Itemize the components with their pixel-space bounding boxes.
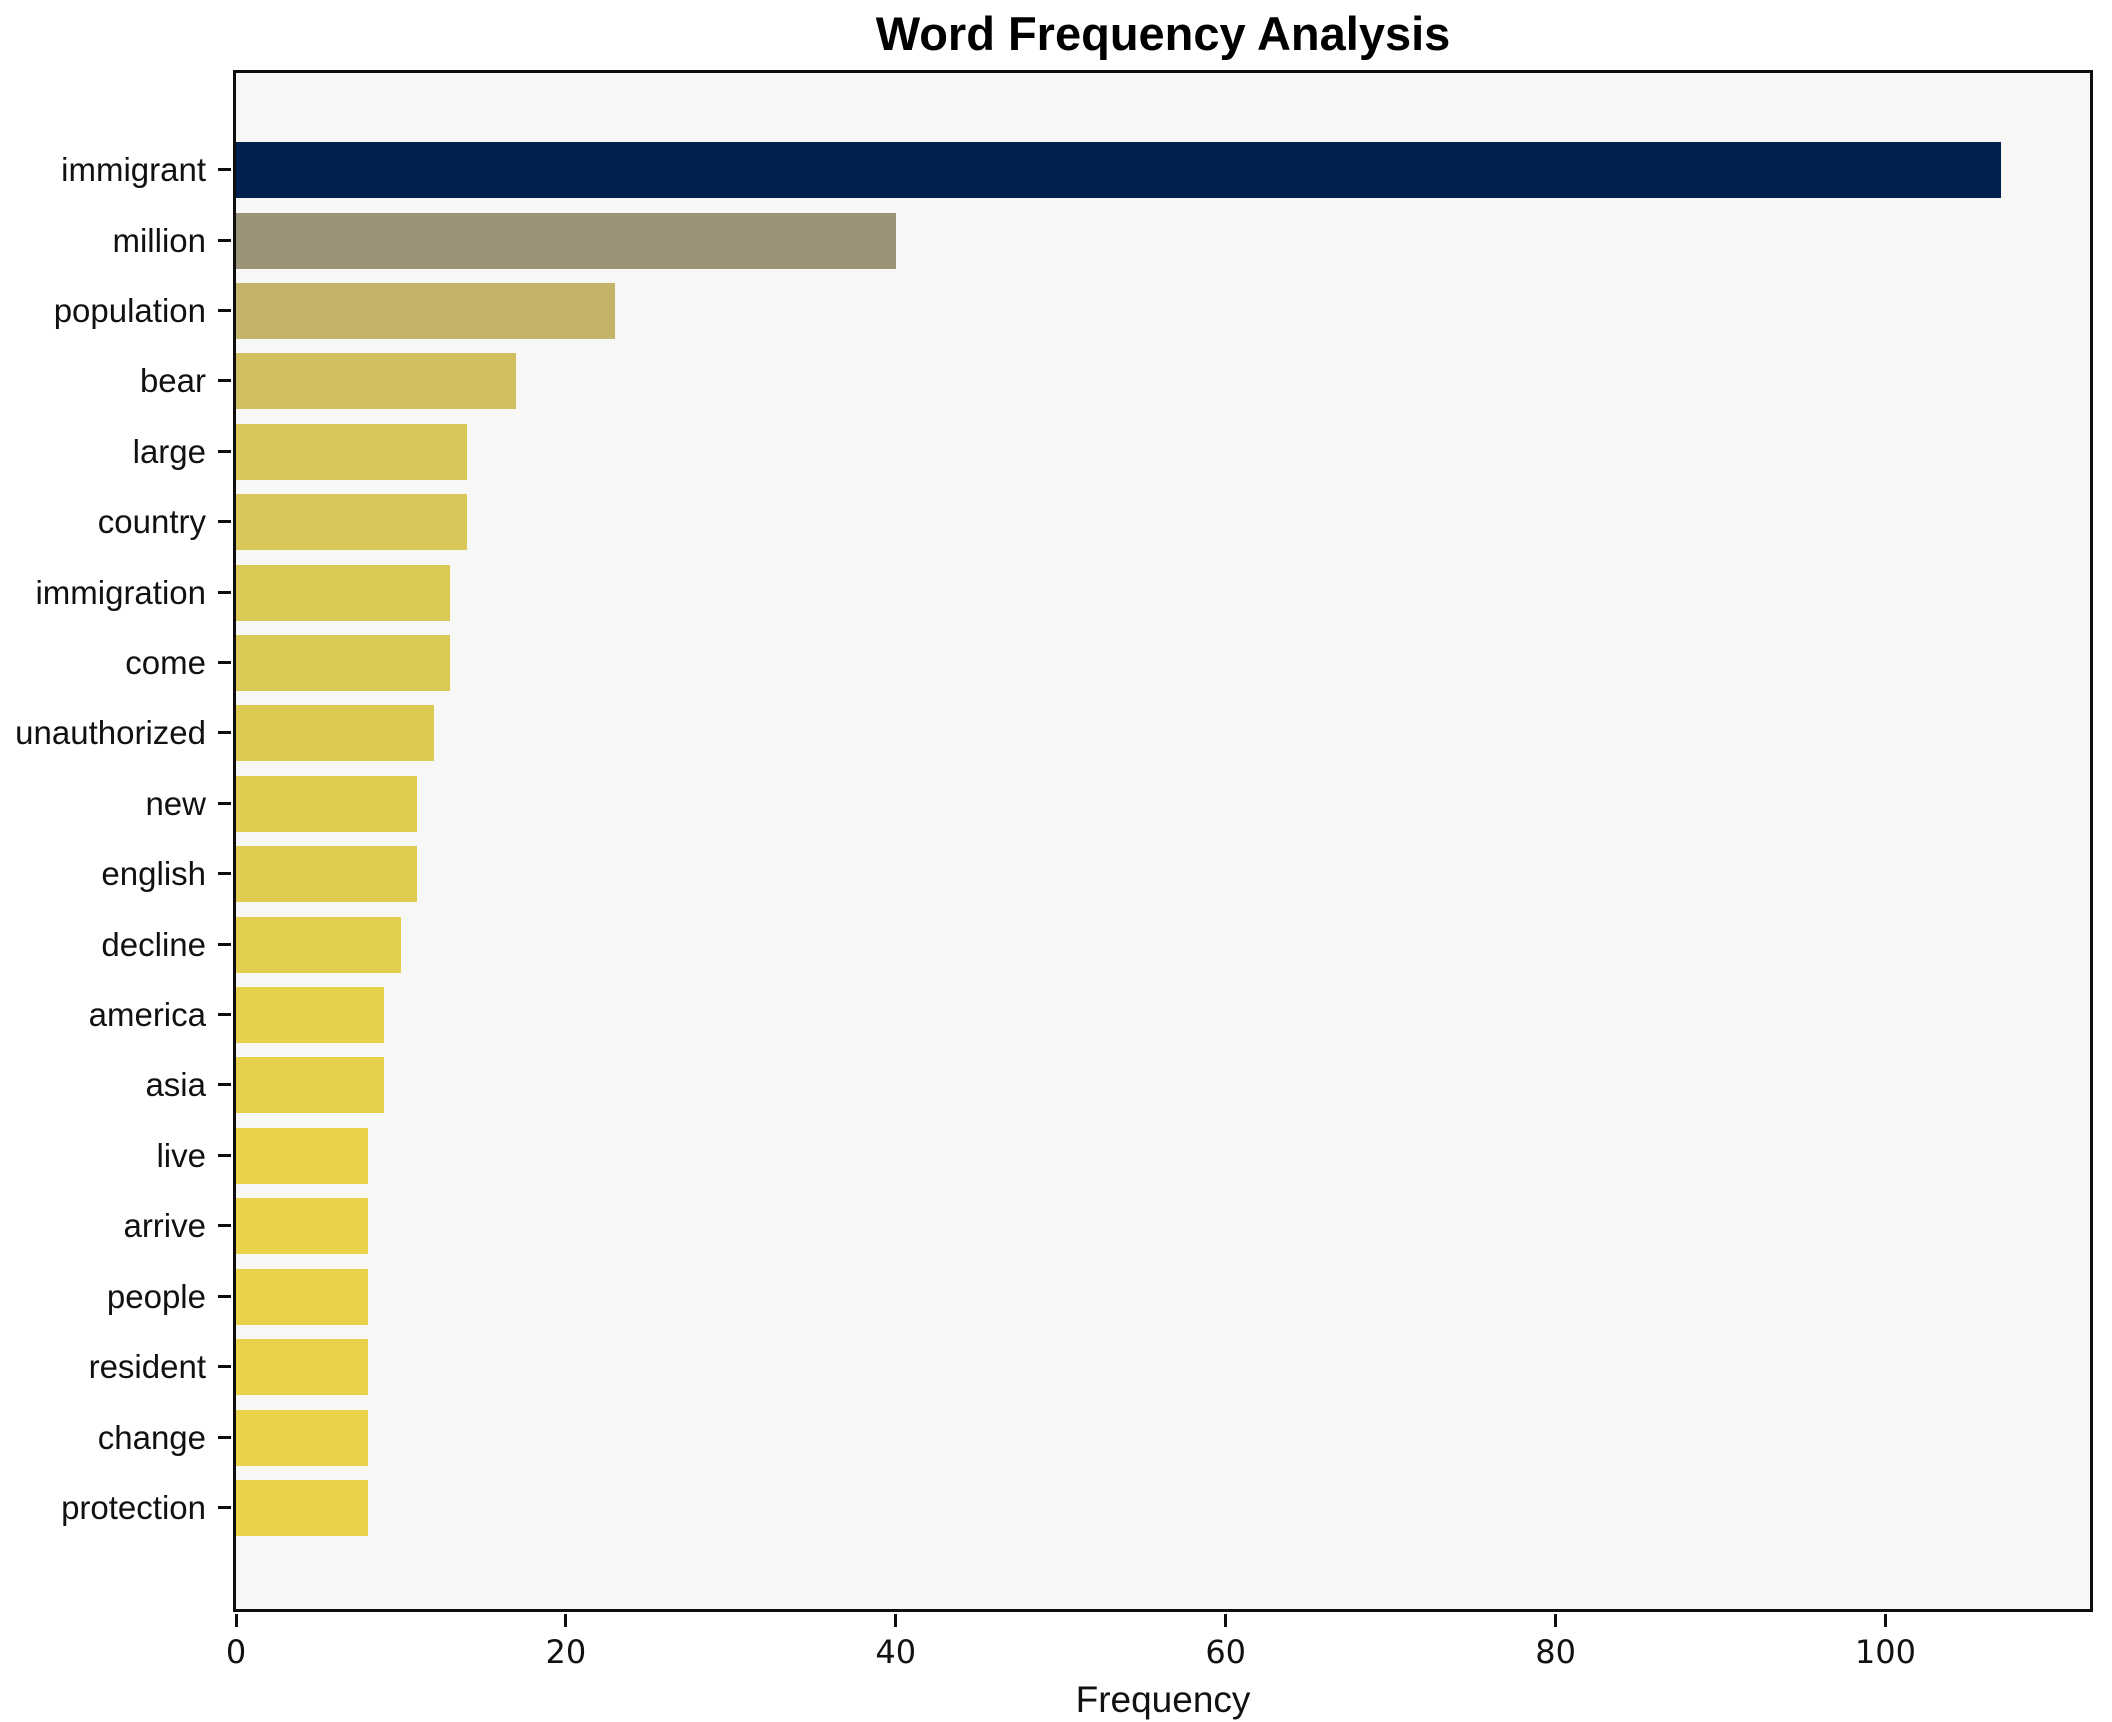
y-axis-category-label: arrive — [123, 1207, 206, 1245]
y-axis-category-label: population — [53, 292, 206, 330]
frequency-bar — [236, 1479, 368, 1536]
x-tick-mark — [1224, 1614, 1228, 1627]
x-tick-label: 100 — [1854, 1633, 1916, 1671]
y-axis-category-label: live — [156, 1136, 206, 1174]
x-tick-label: 80 — [1535, 1633, 1576, 1671]
frequency-bar — [236, 1198, 368, 1255]
bar-row: population — [54, 276, 2090, 346]
x-tick-label: 40 — [875, 1633, 917, 1671]
y-axis-category-label: immigrant — [61, 151, 206, 189]
y-tick-mark — [218, 942, 231, 946]
y-axis-category-label: million — [112, 221, 206, 259]
bar-row: immigration — [35, 557, 2090, 627]
y-tick-mark — [218, 731, 231, 735]
x-tick-mark — [564, 1614, 568, 1627]
frequency-bar — [236, 916, 401, 973]
frequency-bar — [236, 494, 467, 551]
bar-row: immigrant — [61, 135, 2090, 205]
y-tick-mark — [218, 309, 231, 313]
y-axis-category-label: unauthorized — [15, 714, 206, 752]
y-tick-mark — [218, 238, 231, 242]
y-tick-mark — [218, 1153, 231, 1157]
y-axis-category-label: decline — [101, 925, 206, 963]
frequency-bar — [236, 775, 418, 832]
y-tick-mark — [218, 1224, 231, 1228]
y-tick-mark — [218, 872, 231, 876]
y-tick-mark — [218, 520, 231, 524]
frequency-bar — [236, 705, 434, 762]
bar-row: america — [89, 980, 2090, 1050]
bar-row: country — [98, 487, 2090, 557]
plot-area: immigrant million population bear large count… — [15, 70, 2093, 1720]
frequency-bar — [236, 1127, 368, 1184]
y-tick-mark — [218, 1083, 231, 1087]
y-axis-category-label: come — [125, 644, 206, 682]
bar-row: bear — [140, 346, 2090, 416]
frequency-bar — [236, 212, 896, 269]
y-axis-category-label: change — [97, 1418, 206, 1456]
x-tick-mark — [234, 1614, 238, 1627]
bar-row: come — [125, 628, 2090, 698]
title-container: Word Frequency Analysis — [233, 0, 2093, 66]
chart-title: Word Frequency Analysis — [875, 6, 1451, 60]
y-tick-mark — [218, 379, 231, 383]
y-axis-category-label: resident — [88, 1348, 206, 1386]
bar-row: unauthorized — [15, 698, 2090, 768]
bar-row: large — [133, 417, 2090, 487]
frequency-bar — [236, 353, 517, 410]
bar-row: english — [101, 839, 2090, 909]
bar-row: asia — [145, 1050, 2090, 1120]
y-axis-category-label: large — [132, 432, 206, 470]
y-axis-category-label: america — [88, 996, 206, 1034]
frequency-bar — [236, 846, 418, 903]
bars-container: immigrant million population bear large count… — [15, 73, 2090, 1609]
y-tick-mark — [218, 168, 231, 172]
y-tick-mark — [218, 1435, 231, 1439]
bar-row: protection — [61, 1473, 2090, 1543]
frequency-bar — [236, 1409, 368, 1466]
bar-row: resident — [89, 1332, 2090, 1402]
bar-row: million — [112, 205, 2090, 275]
y-tick-mark — [218, 1365, 231, 1369]
bar-row: new — [145, 769, 2090, 839]
frequency-bar — [236, 1057, 385, 1114]
bar-row: change — [98, 1402, 2090, 1472]
y-axis-category-label: people — [106, 1277, 206, 1315]
bar-row: decline — [101, 909, 2090, 979]
x-tick-mark — [1554, 1614, 1558, 1627]
bar-row: people — [107, 1262, 2090, 1332]
y-tick-mark — [218, 1294, 231, 1298]
x-axis-label: Frequency — [1075, 1679, 1251, 1720]
y-tick-mark — [218, 1505, 231, 1509]
x-tick-mark — [1883, 1614, 1887, 1627]
y-tick-mark — [218, 801, 231, 805]
x-tick-label: 20 — [545, 1633, 587, 1671]
bar-row: arrive — [123, 1191, 2090, 1261]
frequency-bar — [236, 1339, 368, 1396]
y-axis-category-label: english — [101, 855, 206, 893]
frequency-bar — [236, 987, 385, 1044]
y-tick-mark — [218, 661, 231, 665]
y-axis-category-label: new — [145, 784, 206, 822]
y-tick-mark — [218, 1013, 231, 1017]
y-tick-mark — [218, 449, 231, 453]
frequency-bar — [236, 142, 2001, 199]
y-axis-category-label: asia — [145, 1066, 206, 1104]
x-tick-label: 0 — [225, 1633, 247, 1671]
bar-row: live — [156, 1121, 2090, 1191]
frequency-bar — [236, 283, 616, 340]
y-axis-category-label: bear — [139, 362, 206, 400]
frequency-bar — [236, 564, 451, 621]
y-axis-category-label: immigration — [35, 573, 206, 611]
y-axis-category-label: country — [97, 503, 206, 541]
x-tick-label: 60 — [1205, 1633, 1247, 1671]
frequency-bar — [236, 1268, 368, 1325]
y-axis-category-label: protection — [61, 1488, 206, 1526]
x-tick-mark — [894, 1614, 898, 1627]
y-tick-mark — [218, 590, 231, 594]
frequency-bar — [236, 423, 467, 480]
frequency-bar — [236, 635, 451, 692]
